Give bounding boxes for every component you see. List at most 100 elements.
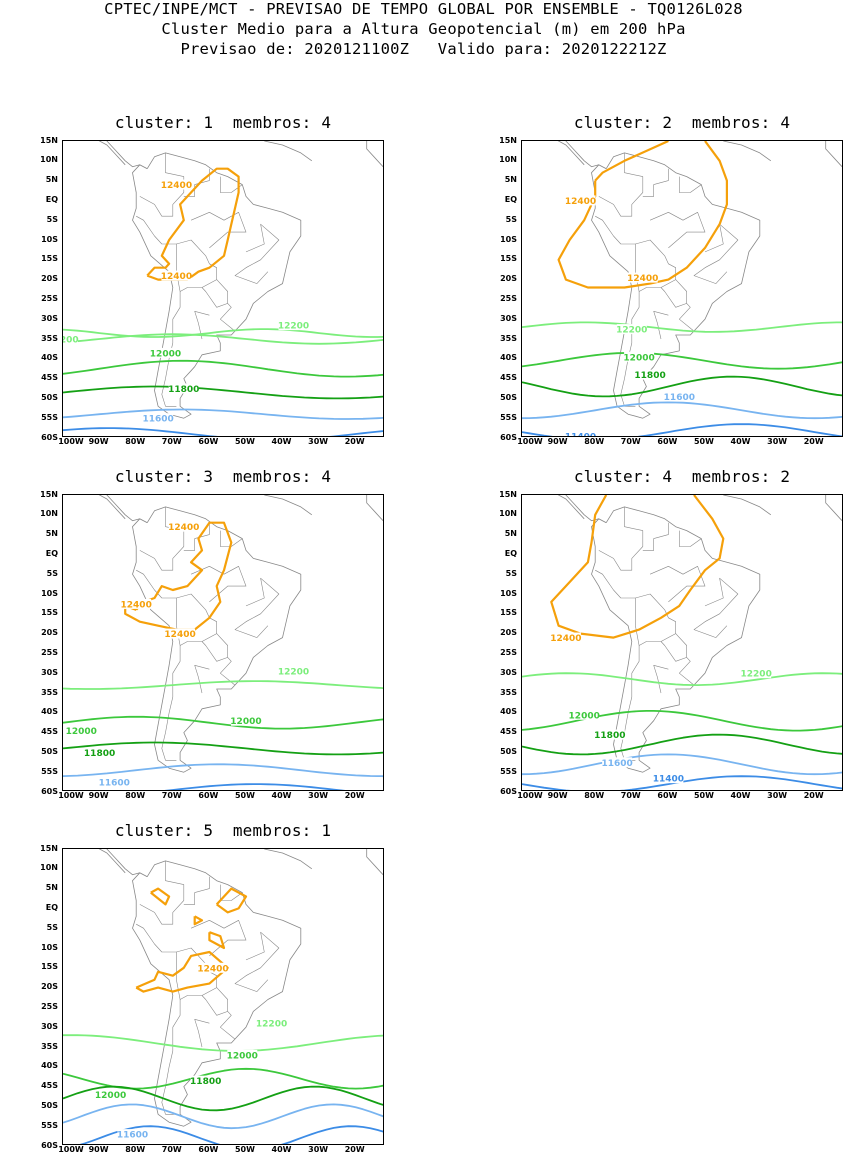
lat-tick-label: 10N [499, 155, 517, 165]
country-border [139, 506, 185, 571]
panel-title-2: cluster: 2 membros: 4 [573, 113, 791, 132]
lon-tick-label: 20W [344, 1145, 365, 1154]
contour-label-bg [565, 431, 596, 436]
contour-label-bg [165, 628, 196, 639]
contour-11400 [63, 427, 383, 436]
contour-12000 [63, 1067, 383, 1090]
country-border [176, 947, 217, 1000]
coastline [106, 849, 148, 878]
lat-tick-label: 55S [500, 412, 517, 422]
lat-tick-label: 60S [41, 786, 58, 796]
country-border [642, 168, 669, 197]
header-line-2: Cluster Medio para a Altura Geopotencial… [161, 20, 686, 38]
country-border [679, 303, 695, 332]
country-border [139, 860, 185, 925]
lon-tick-label: 60W [198, 791, 219, 800]
coastline [264, 141, 313, 162]
lat-tick-label: 5S [46, 214, 58, 224]
panel-title-5: cluster: 5 membros: 1 [114, 821, 332, 840]
lat-tick-label: 45S [500, 727, 517, 737]
contour-label: 12400 [627, 274, 658, 284]
contour-11600 [63, 763, 383, 778]
contour-label-bg [227, 1049, 258, 1060]
contour-label-bg [63, 334, 78, 344]
lat-tick-label: 60S [500, 432, 517, 442]
lat-tick-label: 30S [41, 1021, 58, 1031]
contour-label-bg [569, 709, 600, 720]
coastline [98, 141, 126, 166]
coastline [723, 141, 772, 162]
contour-11800 [63, 1085, 383, 1112]
contour-label: 11600 [117, 1131, 148, 1141]
country-border [693, 577, 739, 638]
lat-tick-label: 10S [41, 234, 58, 244]
lat-tick-label: 30S [41, 313, 58, 323]
contour-11600 [63, 1103, 383, 1130]
map-panel-4: 12400 12200 12000 11800 11600 11400 [521, 494, 843, 791]
lat-tick-label: EQ [45, 902, 58, 912]
contour-11800 [63, 741, 383, 756]
contour-label: 11400 [565, 433, 596, 437]
contour-12000 [522, 709, 842, 732]
lon-tick-label: 60W [657, 791, 678, 800]
lat-tick-label: 15N [40, 489, 58, 499]
contour-label-bg [602, 757, 633, 768]
contour-label-bg [627, 272, 658, 283]
country-border [220, 657, 236, 686]
contour-label-bg [161, 179, 192, 190]
contour-label-bg [653, 773, 684, 784]
lat-tick-label: 20S [500, 274, 517, 284]
lat-tick-label: 25S [41, 293, 58, 303]
lon-tick-label: 40W [271, 1145, 292, 1154]
coastline [132, 506, 302, 773]
lat-tick-label: 15N [40, 843, 58, 853]
lon-tick-label: 50W [693, 791, 714, 800]
contour-label: 12400 [168, 523, 199, 533]
country-border [693, 223, 739, 284]
contour-label-bg [95, 1089, 126, 1100]
lon-tick-label: 20W [803, 791, 824, 800]
contour-label: 12200 [616, 326, 647, 336]
country-border [649, 212, 706, 249]
country-border [653, 311, 669, 340]
lat-tick-label: 55S [41, 766, 58, 776]
lat-tick-label: 40S [500, 707, 517, 717]
contour-label: 12000 [66, 727, 97, 737]
lat-tick-label: 20S [41, 274, 58, 284]
contour-12000 [63, 359, 383, 378]
country-border [598, 152, 644, 217]
coastline [557, 141, 585, 166]
lon-tick-label: 20W [803, 437, 824, 446]
country-border [161, 645, 181, 761]
lat-tick-label: 10N [499, 509, 517, 519]
contour-label: 12200 [278, 668, 309, 678]
contour-label-bg [741, 668, 772, 679]
contour-11400 [164, 783, 346, 790]
coastline [264, 849, 313, 870]
contour-label-bg [635, 369, 666, 380]
lat-tick-label: 15N [499, 489, 517, 499]
lon-tick-label: 100W [58, 1145, 84, 1154]
lat-tick-label: 10N [40, 509, 58, 519]
lat-tick-label: 5S [505, 568, 517, 578]
country-border [136, 569, 177, 626]
lat-tick-label: 40S [500, 353, 517, 363]
contour-label: 12400 [121, 600, 152, 610]
lon-tick-label: 50W [693, 437, 714, 446]
lat-tick-label: 30S [41, 667, 58, 677]
lat-tick-label: 10S [500, 588, 517, 598]
coastline [591, 152, 761, 419]
coastline [98, 495, 126, 520]
panel-title-1: cluster: 1 membros: 4 [114, 113, 332, 132]
lon-tick-label: 80W [125, 1145, 146, 1154]
map-canvas: 12400 12400 12400 12200 12000 12000 11800 11600 [63, 495, 383, 790]
contour-12400 [135, 950, 229, 993]
contour-label-bg [256, 1018, 287, 1029]
lat-tick-label: 5S [46, 568, 58, 578]
lat-tick-label: 60S [41, 432, 58, 442]
lat-tick-label: 15N [40, 135, 58, 145]
panel-title-3: cluster: 3 membros: 4 [114, 467, 332, 486]
contour-12200 [63, 680, 383, 690]
contour-12400 [150, 887, 171, 906]
lat-tick-label: 25S [500, 293, 517, 303]
